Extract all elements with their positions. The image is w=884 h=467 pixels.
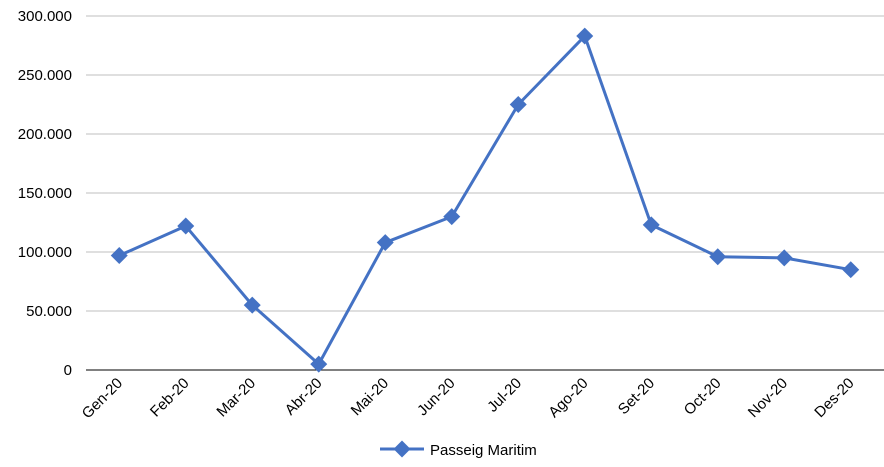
data-point (775, 249, 793, 267)
x-tick-label: Nov-20 (745, 375, 791, 421)
data-point (177, 217, 195, 235)
y-tick-label: 150.000 (18, 185, 72, 202)
data-point (509, 96, 527, 113)
data-point (310, 355, 328, 373)
data-point (110, 247, 128, 265)
x-tick-label: Ago-20 (545, 375, 591, 421)
series-passeig-maritim (110, 27, 860, 373)
x-tick-label: Jul-20 (484, 375, 525, 416)
data-point (576, 27, 594, 45)
y-tick-label: 250.000 (18, 67, 72, 84)
legend-marker (393, 440, 411, 458)
y-axis: 0 50.000 100.000 150.000 200.000 250.000 300.0… (18, 8, 72, 379)
x-axis: Gen-20 Feb-20 Mar-20 Abr-20 Mai-20 Jun-20 Jul-… (79, 375, 858, 422)
x-tick-label: Oct-20 (681, 375, 725, 419)
y-tick-label: 200.000 (18, 126, 72, 143)
legend-label: Passeig Maritim (430, 442, 537, 459)
data-point (842, 261, 860, 279)
x-tick-label: Abr-20 (282, 375, 326, 419)
gridlines (86, 15, 884, 371)
data-point (243, 296, 261, 314)
legend: Passeig Maritim (380, 440, 537, 459)
y-tick-label: 100.000 (18, 244, 72, 261)
x-tick-label: Jun-20 (414, 375, 458, 419)
data-point (443, 208, 461, 226)
x-tick-label: Mai-20 (348, 375, 392, 419)
y-tick-label: 50.000 (26, 303, 72, 320)
x-tick-label: Set-20 (615, 375, 658, 418)
x-tick-label: Des-20 (811, 375, 857, 421)
y-tick-label: 300.000 (18, 8, 72, 25)
data-point (709, 248, 727, 266)
data-point (642, 216, 660, 234)
data-point (376, 234, 394, 252)
x-tick-label: Gen-20 (79, 375, 126, 422)
y-tick-label: 0 (64, 362, 72, 379)
x-tick-label: Mar-20 (213, 375, 259, 421)
series-line (118, 34, 852, 366)
x-tick-label: Feb-20 (147, 375, 193, 421)
